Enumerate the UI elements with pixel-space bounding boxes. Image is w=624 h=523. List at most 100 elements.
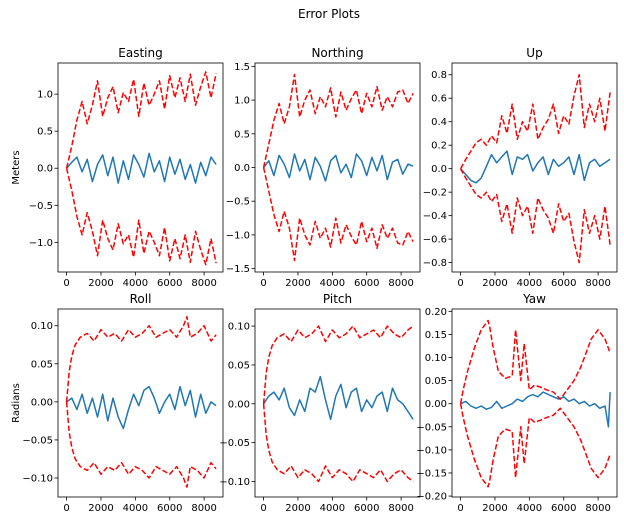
x-tick-label: 2000 xyxy=(482,503,507,514)
x-tick-label: 0 xyxy=(260,278,266,289)
axes-frame xyxy=(254,62,421,273)
y-tick-label: 0.05 xyxy=(228,360,250,371)
x-tick-label: 6000 xyxy=(157,503,182,514)
x-tick-label: 6000 xyxy=(157,278,182,289)
x-tick-label: 4000 xyxy=(517,503,542,514)
x-tick-label: 4000 xyxy=(123,503,148,514)
x-tick-label: 8000 xyxy=(191,503,216,514)
y-axis-label: Radians xyxy=(11,383,22,423)
y-tick-label: −0.05 xyxy=(416,422,447,433)
series-error xyxy=(66,152,217,184)
subplot-title: Yaw xyxy=(522,292,546,306)
y-tick-label: 0.0 xyxy=(234,163,250,174)
x-tick-label: 2000 xyxy=(285,278,310,289)
y-tick-label: −0.4 xyxy=(423,211,447,222)
y-tick-label: 0.20 xyxy=(425,307,447,318)
x-tick-label: 6000 xyxy=(354,503,379,514)
x-tick-label: 0 xyxy=(457,278,463,289)
series-upper-bound xyxy=(459,73,611,170)
y-tick-label: −0.05 xyxy=(219,438,250,449)
x-tick-label: 2000 xyxy=(482,278,507,289)
y-tick-label: 0.00 xyxy=(228,399,250,410)
y-tick-label: −0.20 xyxy=(416,492,447,503)
x-tick-label: 0 xyxy=(63,278,69,289)
axes-frame xyxy=(57,62,224,273)
y-tick-label: 0.10 xyxy=(425,353,447,364)
y-tick-label: −0.10 xyxy=(219,477,250,488)
y-tick-label: 0.15 xyxy=(425,330,447,341)
x-tick-label: 8000 xyxy=(191,278,216,289)
subplot-title: Easting xyxy=(118,46,162,60)
series-error xyxy=(460,150,611,184)
x-tick-label: 0 xyxy=(260,503,266,514)
series-upper-bound xyxy=(65,315,217,402)
subplot-roll: 0 2000 4000 6000 8000 −0.10 −0.05 0.00 0.05 0.10 R… xyxy=(11,292,224,514)
x-tick-label: 8000 xyxy=(585,503,610,514)
x-tick-label: 0 xyxy=(63,503,69,514)
y-tick-label: 1.5 xyxy=(234,62,250,73)
x-tick-label: 2000 xyxy=(285,503,310,514)
axes-frame xyxy=(451,62,618,273)
y-tick-label: 0.6 xyxy=(431,94,447,105)
x-tick-label: 8000 xyxy=(388,278,413,289)
y-tick-label: 0.10 xyxy=(228,322,250,333)
y-tick-label: −0.15 xyxy=(416,468,447,479)
series-lower-bound xyxy=(262,403,414,483)
y-tick-label: −0.8 xyxy=(423,258,447,269)
y-tick-label: 0.10 xyxy=(31,321,53,332)
y-tick-label: 0.05 xyxy=(425,376,447,387)
subplot-title: Northing xyxy=(311,46,363,60)
y-tick-label: −0.6 xyxy=(423,235,447,246)
series-error xyxy=(66,385,217,430)
y-tick-label: 0.05 xyxy=(31,359,53,370)
y-tick-label: −1.0 xyxy=(226,230,250,241)
x-tick-label: 0 xyxy=(457,503,463,514)
y-tick-label: −1.0 xyxy=(29,238,53,249)
x-tick-label: 8000 xyxy=(388,503,413,514)
y-tick-label: −0.10 xyxy=(416,445,447,456)
x-tick-label: 6000 xyxy=(354,278,379,289)
y-tick-label: 1.0 xyxy=(37,90,53,101)
series-error xyxy=(263,153,414,182)
series-lower-bound xyxy=(65,168,217,266)
subplot-title: Roll xyxy=(130,292,152,306)
y-tick-label: 0.8 xyxy=(431,70,447,81)
x-tick-label: 4000 xyxy=(123,278,148,289)
subplot-northing: 0 2000 4000 6000 8000 −1.5 −1.0 −0.5 0.0 0.5 1.0 1.… xyxy=(226,46,421,289)
subplot-title: Pitch xyxy=(323,292,352,306)
figure-title: Error Plots xyxy=(298,7,360,21)
axes-frame xyxy=(254,308,421,498)
y-tick-label: 0.00 xyxy=(31,397,53,408)
subplot-easting: 0 2000 4000 6000 8000 −1.0 −0.5 0.0 0.5 1.0 Eastin… xyxy=(11,46,224,289)
y-tick-label: −1.5 xyxy=(226,264,250,275)
series-upper-bound xyxy=(262,325,414,404)
x-tick-label: 4000 xyxy=(320,278,345,289)
y-tick-label: 0.4 xyxy=(431,117,447,128)
x-tick-label: 6000 xyxy=(551,278,576,289)
axes-frame xyxy=(451,308,618,498)
y-tick-label: −0.10 xyxy=(22,473,53,484)
y-axis-label: Meters xyxy=(11,150,22,184)
x-tick-label: 4000 xyxy=(517,278,542,289)
y-tick-label: −0.5 xyxy=(226,197,250,208)
x-tick-label: 4000 xyxy=(320,503,345,514)
series-error xyxy=(262,375,414,421)
y-tick-label: 1.0 xyxy=(234,96,250,107)
y-tick-label: −0.05 xyxy=(22,435,53,446)
series-upper-bound xyxy=(262,73,414,168)
series-error xyxy=(460,391,611,428)
y-tick-label: 0.00 xyxy=(425,399,447,410)
y-tick-label: 0.0 xyxy=(37,164,53,175)
subplot-yaw: 0 2000 4000 6000 8000 −0.20 −0.15 −0.10 −0.05 0.0… xyxy=(416,292,618,514)
series-lower-bound xyxy=(459,168,611,264)
series-upper-bound xyxy=(459,319,611,404)
x-tick-label: 2000 xyxy=(88,278,113,289)
y-tick-label: 0.0 xyxy=(431,164,447,175)
series-upper-bound xyxy=(65,71,217,169)
series-lower-bound xyxy=(262,167,414,262)
y-tick-label: 0.5 xyxy=(37,127,53,138)
subplot-title: Up xyxy=(526,46,542,60)
y-tick-label: −0.5 xyxy=(29,201,53,212)
series-lower-bound xyxy=(65,401,217,488)
